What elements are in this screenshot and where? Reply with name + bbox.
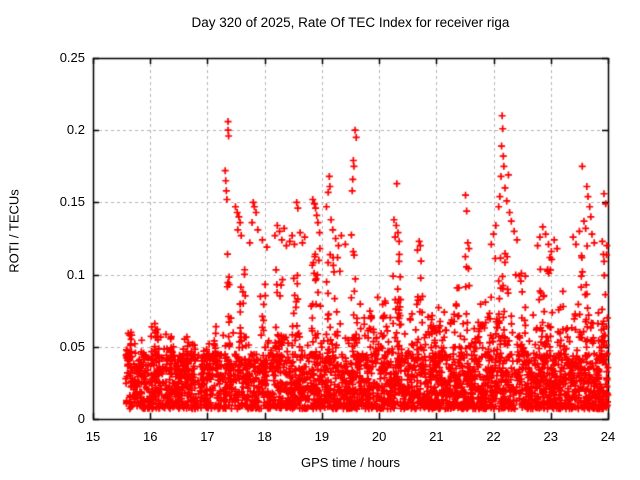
x-tick-label: 15 <box>85 429 101 444</box>
x-tick-label: 21 <box>429 429 444 444</box>
y-tick-label: 0.2 <box>66 122 85 138</box>
x-tick-label: 16 <box>142 429 158 444</box>
x-tick-label: 20 <box>371 429 387 444</box>
x-tick-label: 24 <box>600 429 616 444</box>
x-axis-label: GPS time / hours <box>301 455 400 470</box>
x-tick-label: 17 <box>200 429 215 444</box>
y-tick-label: 0.25 <box>59 50 85 65</box>
x-tick-label: 19 <box>314 429 330 444</box>
y-tick-label: 0.05 <box>59 338 85 354</box>
y-tick-label: 0.1 <box>66 266 85 282</box>
x-tick-label: 22 <box>486 429 501 444</box>
y-tick-label: 0.15 <box>59 194 85 210</box>
y-tick-label: 0 <box>77 411 85 426</box>
x-tick-label: 18 <box>257 429 272 444</box>
x-tick-label: 23 <box>543 429 558 444</box>
chart-title: Day 320 of 2025, Rate Of TEC Index for r… <box>191 15 510 30</box>
